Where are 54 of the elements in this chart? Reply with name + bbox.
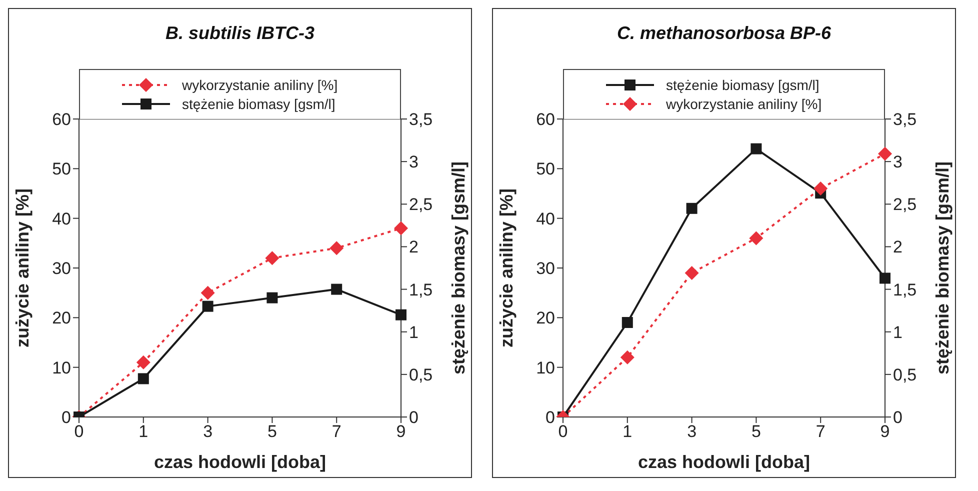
x-tick-label: 0 [74,422,84,442]
legend-label: wykorzystanie aniliny [%] [666,96,822,112]
x-tick-label: 5 [751,422,761,442]
x-tick-label: 7 [332,422,342,442]
x-tick-label: 1 [138,422,148,442]
x-tick-label: 7 [816,422,826,442]
y-tick-label: 30 [536,259,555,278]
x-tick-label: 3 [203,422,213,442]
y-tick-label: 50 [52,160,71,179]
x-tick-label: 0 [558,422,568,442]
y-tick-label: 30 [52,259,71,278]
y2-tick-label: 0 [893,408,902,428]
y2-tick-label: 2 [409,238,418,257]
chart-title: C. methanosorbosa BP-6 [616,23,832,44]
x-tick-label: 9 [396,422,406,442]
y-axis-title: zużycie aniliny [%] [12,188,32,348]
y2-tick-label: 3,5 [409,110,433,130]
y-tick-label: 20 [52,308,71,328]
y2-tick-label: 3 [893,152,902,172]
x-axis-title: czas hodowli [doba] [154,452,326,472]
x-tick-label: 3 [687,422,697,442]
y2-tick-label: 1 [893,322,902,342]
legend-label: wykorzystanie aniliny [%] [182,76,338,92]
chart-title: B. subtilis IBTC-3 [164,23,316,44]
y2-tick-label: 0 [409,408,418,428]
y2-tick-label: 3,5 [893,110,917,130]
y2-tick-label: 2,5 [893,195,917,214]
y-tick-label: 40 [536,209,555,228]
y-tick-label: 60 [52,110,71,130]
y-axis-title: zużycie aniliny [%] [496,188,516,348]
y-tick-label: 0 [546,408,555,428]
x-tick-label: 5 [267,422,277,442]
x-tick-label: 1 [622,422,632,442]
x-axis-title: czas hodowli [doba] [638,452,810,472]
y-tick-label: 60 [536,110,555,130]
y2-tick-label: 2,5 [409,195,433,214]
x-tick-label: 9 [880,422,890,442]
y2-tick-label: 1,5 [893,280,917,300]
y-tick-label: 0 [62,408,71,428]
y-tick-label: 10 [536,358,555,378]
legend-label: stężenie biomasy [gsm/l] [182,96,336,112]
y2-tick-label: 1,5 [409,280,433,300]
y2-tick-label: 2 [893,238,902,257]
y2-tick-label: 0,5 [409,365,433,384]
y2-axis-title: stężenie biomasy [gsm/l] [932,161,952,375]
y2-axis-title: stężenie biomasy [gsm/l] [448,161,468,375]
y2-tick-label: 0,5 [893,365,917,384]
y2-tick-label: 3 [409,152,418,172]
y-tick-label: 40 [52,209,71,228]
y-tick-label: 20 [536,308,555,328]
y2-tick-label: 1 [409,322,418,342]
y-tick-label: 10 [52,358,71,378]
legend-label: stężenie biomasy [gsm/l] [666,76,820,92]
y-tick-label: 50 [536,160,555,179]
